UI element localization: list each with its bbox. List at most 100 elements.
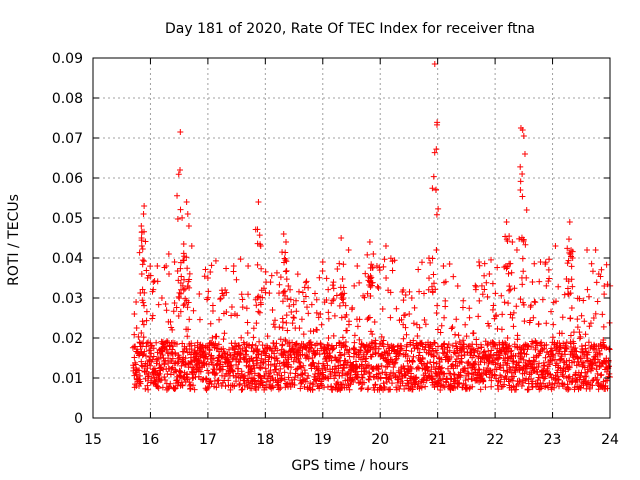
- data-point: [545, 266, 552, 273]
- data-point: [418, 340, 425, 347]
- data-point: [403, 347, 410, 354]
- data-point: [546, 275, 553, 282]
- data-point: [350, 361, 357, 368]
- data-point: [593, 366, 600, 373]
- data-point: [475, 366, 482, 373]
- data-point: [254, 346, 261, 353]
- data-point: [509, 314, 516, 321]
- data-point: [448, 354, 455, 361]
- data-point: [431, 149, 438, 156]
- data-point: [175, 277, 182, 284]
- data-point: [311, 290, 318, 297]
- data-point: [520, 356, 527, 363]
- data-point: [565, 257, 572, 264]
- data-point: [242, 347, 249, 354]
- data-point: [207, 269, 214, 276]
- data-point: [141, 348, 148, 355]
- data-point: [337, 291, 344, 298]
- data-point: [241, 372, 248, 379]
- data-point: [521, 318, 528, 325]
- data-point: [505, 270, 512, 277]
- data-point: [183, 199, 190, 205]
- data-point: [186, 316, 193, 323]
- data-point: [367, 272, 374, 279]
- data-point: [564, 290, 571, 297]
- data-point: [318, 321, 325, 328]
- data-point: [143, 352, 150, 359]
- data-point: [271, 343, 278, 350]
- x-tick-label: 20: [371, 432, 389, 448]
- data-point: [334, 266, 341, 273]
- data-point: [547, 371, 554, 378]
- data-point: [455, 380, 462, 387]
- data-point: [172, 351, 179, 358]
- data-point: [484, 293, 491, 300]
- data-point: [180, 302, 187, 309]
- data-point: [444, 344, 451, 351]
- data-point: [393, 386, 400, 393]
- data-point: [150, 353, 157, 360]
- data-point: [542, 259, 549, 266]
- data-point: [273, 363, 280, 370]
- data-point: [179, 340, 186, 347]
- data-point: [504, 354, 511, 361]
- data-point: [279, 319, 286, 326]
- data-point: [433, 360, 440, 367]
- axes-layer: 15 16 17 18 19 20 21 22 23 24 0 0.01 0.02 0.03 0.04 0.0…: [52, 51, 619, 448]
- data-point: [400, 287, 407, 293]
- data-point: [282, 257, 289, 264]
- data-point: [441, 384, 448, 391]
- data-point: [244, 329, 251, 336]
- data-point: [441, 314, 448, 321]
- data-point: [495, 386, 502, 393]
- data-point: [409, 358, 416, 365]
- data-point: [548, 308, 555, 315]
- data-point: [295, 288, 302, 295]
- data-point: [419, 356, 426, 363]
- data-point: [159, 384, 166, 391]
- data-point: [350, 379, 357, 386]
- data-point: [383, 275, 390, 282]
- data-point: [300, 298, 307, 305]
- data-point: [506, 283, 513, 290]
- data-point: [344, 370, 351, 377]
- data-point: [416, 349, 423, 356]
- data-point: [416, 288, 423, 295]
- data-point: [514, 332, 521, 339]
- data-point: [284, 296, 291, 302]
- data-point: [371, 339, 378, 346]
- data-point: [293, 366, 300, 373]
- data-point: [562, 351, 569, 358]
- data-point: [487, 367, 494, 374]
- data-point: [250, 348, 257, 355]
- data-point: [486, 271, 493, 277]
- data-point: [568, 304, 575, 311]
- data-point: [419, 343, 426, 350]
- data-point: [570, 340, 577, 347]
- data-point: [440, 341, 447, 348]
- data-point: [177, 206, 184, 213]
- data-point: [131, 331, 138, 338]
- data-point: [587, 320, 594, 327]
- data-point: [216, 316, 223, 323]
- data-point: [238, 334, 245, 341]
- data-point: [378, 333, 385, 340]
- data-point: [310, 359, 317, 366]
- data-point: [392, 359, 399, 366]
- data-point: [416, 324, 423, 331]
- data-point: [507, 260, 514, 267]
- data-point: [481, 272, 488, 279]
- data-point: [330, 332, 337, 339]
- data-point: [505, 343, 512, 350]
- data-points: [129, 61, 614, 393]
- x-tick-label: 21: [429, 432, 447, 448]
- data-point: [186, 284, 193, 291]
- data-point: [429, 185, 436, 192]
- data-point: [143, 267, 150, 274]
- data-point: [510, 363, 517, 370]
- data-point: [305, 372, 312, 379]
- data-point: [308, 345, 315, 352]
- data-point: [420, 379, 427, 386]
- data-point: [319, 369, 326, 376]
- data-point: [379, 306, 386, 313]
